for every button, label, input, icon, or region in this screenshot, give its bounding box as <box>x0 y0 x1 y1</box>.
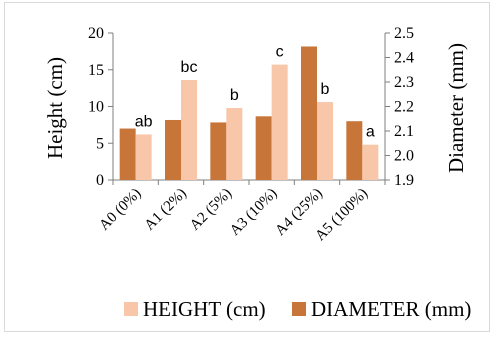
y-tick-label-right: 1.9 <box>394 172 414 189</box>
y-tick-label-left: 10 <box>88 99 104 116</box>
y-tick-label-left: 15 <box>88 62 104 79</box>
y-tick-label-right: 2.1 <box>394 123 414 140</box>
bar-height <box>226 107 243 180</box>
bar-height <box>181 80 197 180</box>
legend-swatch-diameter <box>292 302 306 316</box>
bar-height <box>362 144 379 180</box>
y-tick-label-right: 2.2 <box>394 99 414 116</box>
y-tick-label-left: 5 <box>96 135 104 152</box>
x-tick-label: A0 (0%) <box>96 186 144 234</box>
y-tick-label-right: 2.0 <box>394 148 414 165</box>
significance-label: c <box>276 44 284 61</box>
significance-label: b <box>230 87 239 104</box>
significance-label: b <box>321 81 330 98</box>
y-tick-label-right: 2.3 <box>394 74 414 91</box>
bar-diameter <box>255 116 272 180</box>
legend: HEIGHT (cm) DIAMETER (mm) <box>124 297 471 321</box>
y-axis-title-right: Diameter (mm) <box>444 43 468 173</box>
y-tick-label-right: 2.5 <box>394 25 414 42</box>
x-tick-label: A3 (10%) <box>227 186 280 239</box>
bar-diameter <box>210 122 227 180</box>
bar-height <box>271 64 288 180</box>
y-tick-label-right: 2.4 <box>394 50 414 67</box>
significance-label: ab <box>135 113 153 130</box>
significance-label: a <box>366 124 375 141</box>
y-axis-title-left: Height (cm) <box>43 57 67 159</box>
bar-diameter <box>119 128 136 180</box>
chart-frame <box>4 2 490 332</box>
bar-height <box>135 134 152 180</box>
legend-label-height: HEIGHT (cm) <box>143 297 266 321</box>
x-tick-label: A1 (2%) <box>142 186 190 234</box>
y-tick-label-left: 0 <box>96 172 104 189</box>
significance-label: bc <box>181 59 198 76</box>
legend-label-diameter: DIAMETER (mm) <box>311 297 471 321</box>
bar-diameter <box>165 119 181 180</box>
legend-swatch-height <box>124 302 138 316</box>
bar-height <box>317 102 333 180</box>
y-tick-label-left: 20 <box>88 25 104 42</box>
bar-diameter <box>346 121 363 180</box>
bar-diameter <box>301 46 317 180</box>
